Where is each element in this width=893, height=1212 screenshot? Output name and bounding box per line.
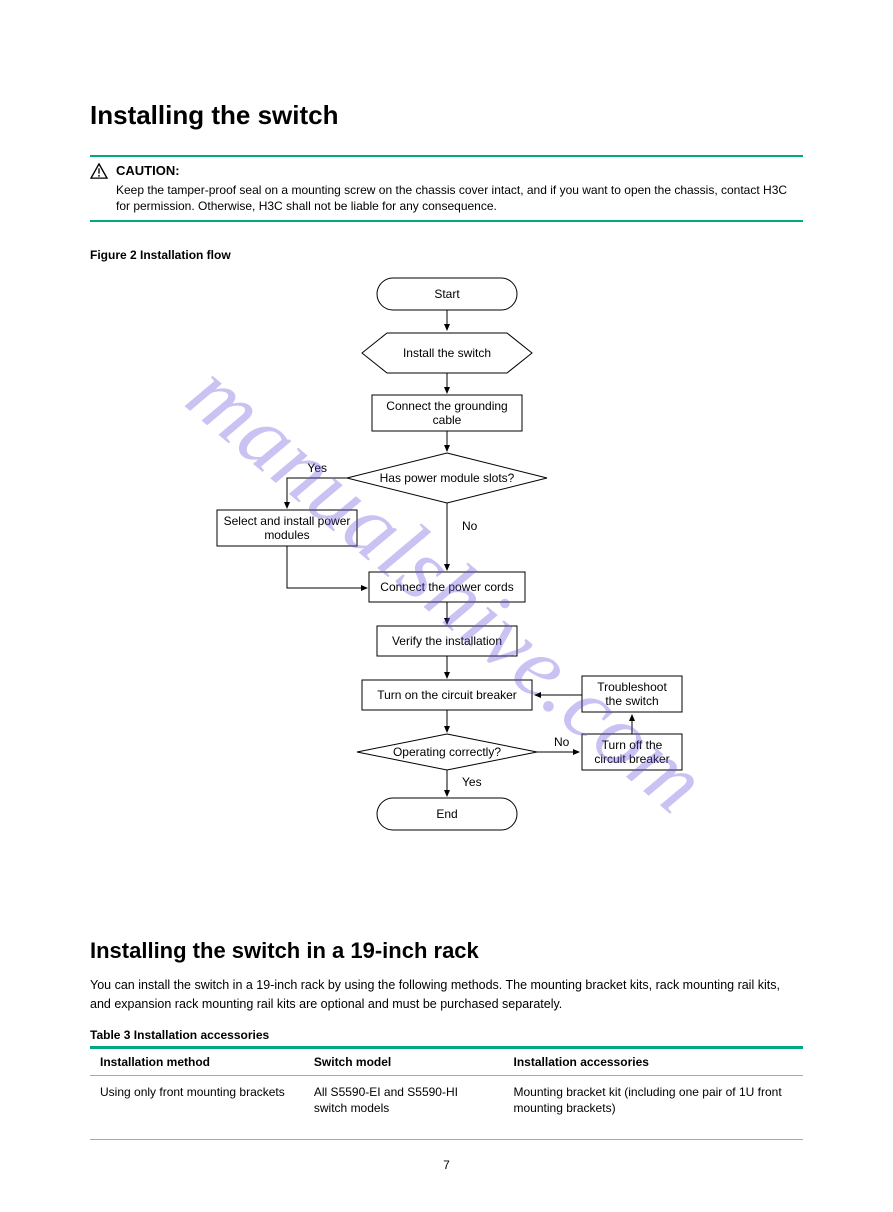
node-select-l1: Select and install power <box>223 514 350 528</box>
caution-block: CAUTION: <box>90 163 803 179</box>
node-troubleshoot-l1: Troubleshoot <box>597 680 667 694</box>
node-end: End <box>436 807 457 821</box>
page-number: 7 <box>0 1158 893 1172</box>
col-model: Switch model <box>304 1047 504 1075</box>
section-heading: Installing the switch in a 19-inch rack <box>90 938 803 964</box>
cell-acc: Mounting bracket kit (including one pair… <box>504 1075 803 1140</box>
node-decision-operating: Operating correctly? <box>392 745 500 759</box>
caution-text: Keep the tamper-proof seal on a mounting… <box>116 183 803 214</box>
caution-label: CAUTION: <box>116 163 180 178</box>
node-start: Start <box>434 287 460 301</box>
col-acc: Installation accessories <box>504 1047 803 1075</box>
divider-bottom <box>90 220 803 222</box>
node-turn-off-l1: Turn off the <box>601 738 662 752</box>
node-ground-l2: cable <box>432 413 461 427</box>
node-ground-l1: Connect the grounding <box>386 399 507 413</box>
section-body: You can install the switch in a 19-inch … <box>90 976 803 1014</box>
caution-icon <box>90 163 108 179</box>
label-yes2: Yes <box>462 775 482 789</box>
node-turn-on: Turn on the circuit breaker <box>377 688 517 702</box>
flowchart: manualshive.com Start Install the switch… <box>187 268 707 908</box>
table-row: Using only front mounting brackets All S… <box>90 1075 803 1140</box>
node-verify: Verify the installation <box>391 634 501 648</box>
table-caption: Table 3 Installation accessories <box>90 1028 803 1042</box>
node-connect-cords: Connect the power cords <box>380 580 513 594</box>
col-method: Installation method <box>90 1047 304 1075</box>
page-title: Installing the switch <box>90 100 803 131</box>
label-no1: No <box>462 519 478 533</box>
node-install-switch: Install the switch <box>402 346 490 360</box>
node-select-l2: modules <box>264 528 309 542</box>
label-no2: No <box>554 735 570 749</box>
node-decision-slots: Has power module slots? <box>379 471 514 485</box>
node-turn-off-l2: circuit breaker <box>594 752 669 766</box>
figure-caption: Figure 2 Installation flow <box>90 248 803 262</box>
cell-model: All S5590-EI and S5590-HI switch models <box>304 1075 504 1140</box>
node-troubleshoot-l2: the switch <box>605 694 658 708</box>
label-yes1: Yes <box>307 461 327 475</box>
cell-method: Using only front mounting brackets <box>90 1075 304 1140</box>
accessories-table: Installation method Switch model Install… <box>90 1046 803 1141</box>
divider-top <box>90 155 803 157</box>
